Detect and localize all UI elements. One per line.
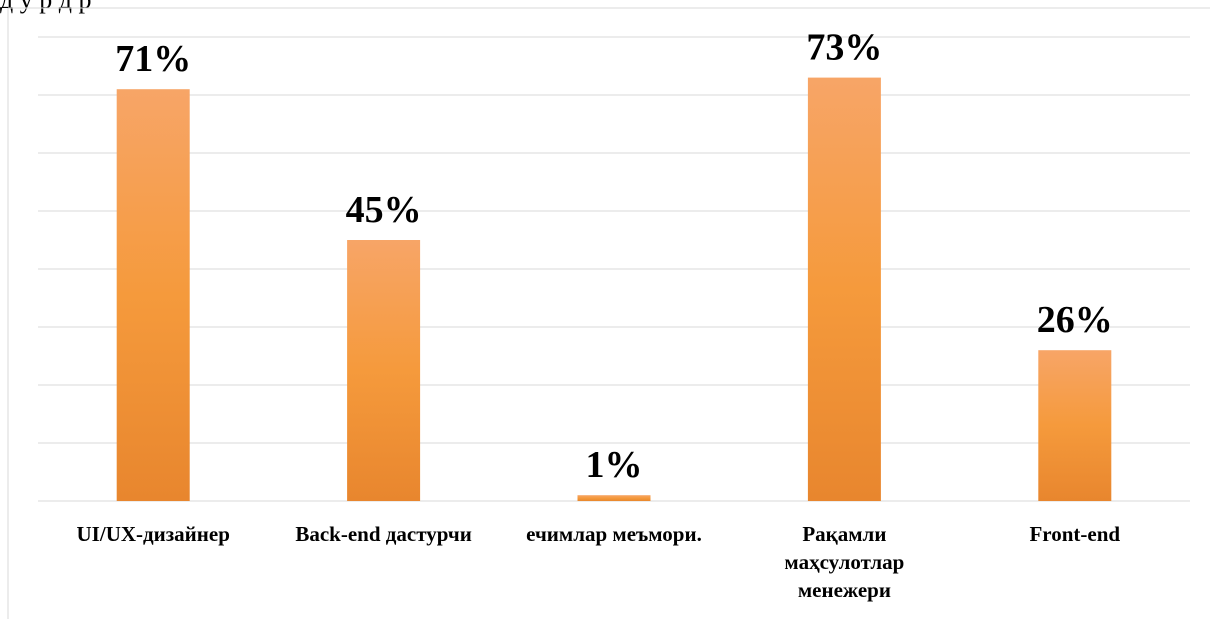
category-label-3-line-0: Рақамли bbox=[802, 522, 886, 546]
top-fragment-text: д у р д р bbox=[0, 0, 91, 14]
bar-3 bbox=[807, 77, 881, 501]
category-labels: UI/UX-дизайнер Back-end дастурчи ечимлар м… bbox=[77, 522, 1121, 602]
bars bbox=[116, 77, 1112, 501]
category-label-3-line-2: менежери bbox=[798, 578, 891, 602]
bar-4 bbox=[1038, 350, 1112, 501]
category-label-2: ечимлар меъмори. bbox=[526, 522, 702, 546]
category-label-0: UI/UX-дизайнер bbox=[77, 522, 230, 546]
category-label-1: Back-end дастурчи bbox=[295, 522, 472, 546]
value-label-0: 71% bbox=[115, 38, 191, 80]
category-label-3-line-1: маҳсулотлар bbox=[784, 550, 904, 574]
value-label-2: 1% bbox=[586, 444, 643, 486]
gridlines bbox=[38, 36, 1190, 502]
value-label-4: 26% bbox=[1037, 299, 1113, 341]
bar-0 bbox=[116, 89, 190, 501]
category-label-4: Front-end bbox=[1029, 522, 1120, 546]
value-labels: 71% 45% 1% 73% 26% bbox=[115, 27, 1113, 487]
bar-1 bbox=[347, 240, 421, 501]
value-label-1: 45% bbox=[346, 189, 422, 231]
bar-2 bbox=[577, 495, 651, 501]
value-label-3: 73% bbox=[806, 27, 882, 69]
